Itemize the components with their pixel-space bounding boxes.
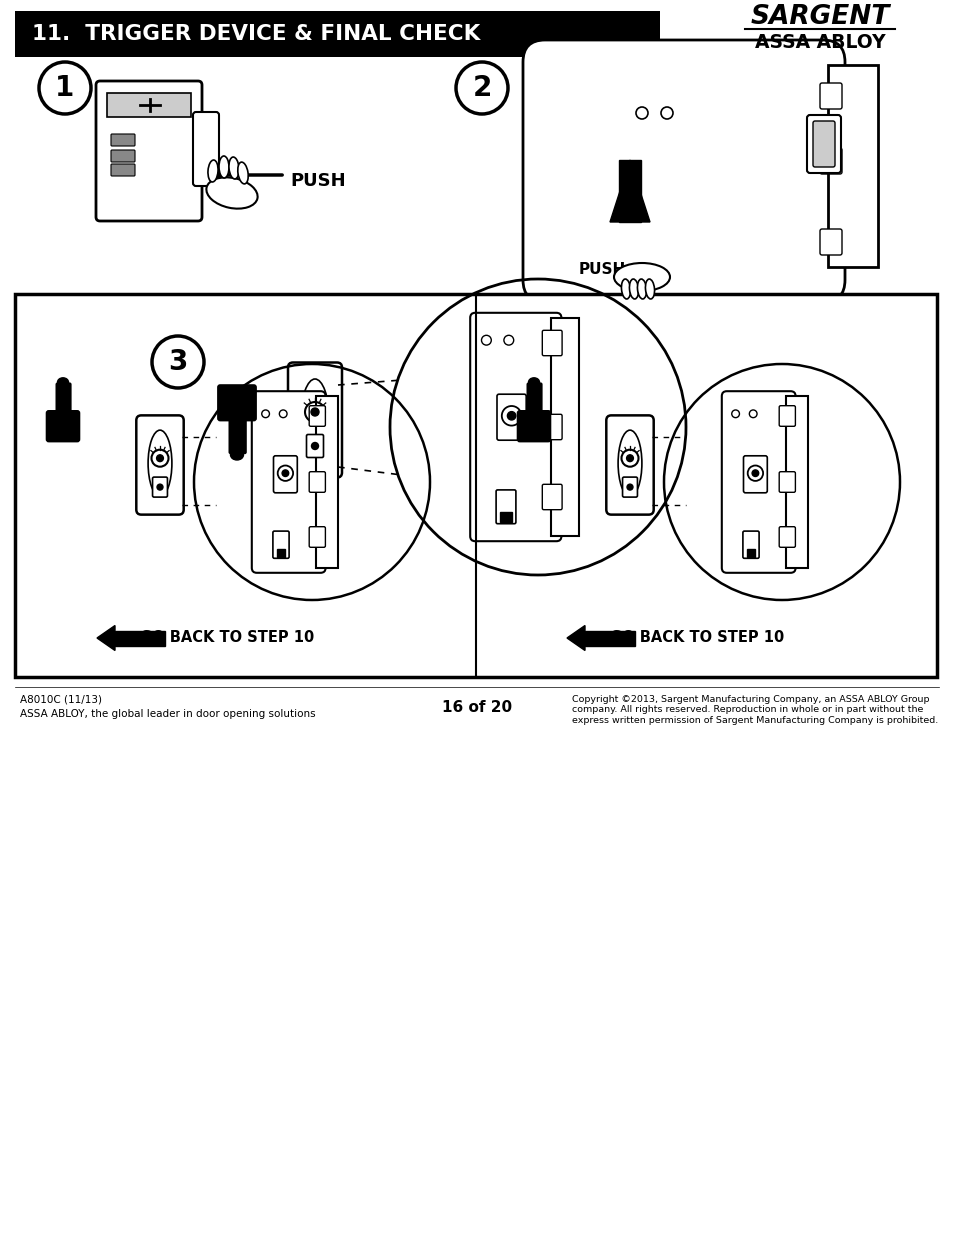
FancyBboxPatch shape	[315, 396, 338, 568]
FancyBboxPatch shape	[96, 82, 202, 221]
Polygon shape	[97, 625, 115, 651]
FancyBboxPatch shape	[111, 135, 135, 146]
FancyBboxPatch shape	[15, 294, 936, 677]
FancyBboxPatch shape	[517, 410, 551, 442]
FancyBboxPatch shape	[820, 83, 841, 109]
FancyBboxPatch shape	[309, 406, 325, 426]
Text: Copyright ©2013, Sargent Manufacturing Company, an ASSA ABLOY Group
company. All: Copyright ©2013, Sargent Manufacturing C…	[571, 695, 937, 725]
FancyBboxPatch shape	[622, 477, 637, 498]
Bar	[500, 513, 511, 522]
FancyBboxPatch shape	[470, 312, 560, 541]
FancyBboxPatch shape	[309, 526, 325, 547]
FancyBboxPatch shape	[522, 40, 844, 303]
Circle shape	[507, 411, 516, 420]
FancyBboxPatch shape	[812, 121, 834, 167]
FancyBboxPatch shape	[541, 330, 561, 356]
Ellipse shape	[637, 279, 646, 299]
Ellipse shape	[614, 263, 669, 291]
FancyBboxPatch shape	[152, 477, 168, 498]
FancyBboxPatch shape	[273, 531, 289, 558]
Polygon shape	[609, 161, 649, 222]
FancyBboxPatch shape	[55, 383, 71, 415]
Circle shape	[626, 454, 633, 462]
FancyBboxPatch shape	[742, 456, 766, 493]
FancyBboxPatch shape	[806, 115, 841, 173]
FancyBboxPatch shape	[541, 414, 561, 440]
Text: PUSH: PUSH	[290, 172, 345, 190]
FancyBboxPatch shape	[15, 11, 659, 57]
Ellipse shape	[645, 279, 654, 299]
Ellipse shape	[629, 279, 638, 299]
FancyBboxPatch shape	[827, 65, 877, 267]
FancyBboxPatch shape	[306, 435, 323, 457]
Circle shape	[751, 469, 758, 477]
Ellipse shape	[528, 378, 539, 387]
Text: 11.  TRIGGER DEVICE & FINAL CHECK: 11. TRIGGER DEVICE & FINAL CHECK	[32, 23, 479, 44]
FancyBboxPatch shape	[541, 484, 561, 510]
Ellipse shape	[301, 379, 329, 457]
Polygon shape	[566, 625, 584, 651]
FancyBboxPatch shape	[742, 531, 759, 558]
Ellipse shape	[229, 157, 239, 179]
FancyBboxPatch shape	[606, 415, 653, 515]
Text: 1: 1	[55, 74, 74, 103]
FancyBboxPatch shape	[526, 383, 542, 415]
FancyBboxPatch shape	[115, 631, 165, 646]
Text: 3: 3	[168, 348, 188, 375]
FancyBboxPatch shape	[779, 406, 795, 426]
FancyBboxPatch shape	[288, 363, 341, 478]
Text: ASSA ABLOY, the global leader in door opening solutions: ASSA ABLOY, the global leader in door op…	[20, 709, 315, 719]
FancyBboxPatch shape	[111, 164, 135, 177]
FancyBboxPatch shape	[779, 472, 795, 493]
Ellipse shape	[237, 162, 248, 184]
Ellipse shape	[620, 279, 630, 299]
Ellipse shape	[231, 450, 243, 459]
Text: SARGENT: SARGENT	[749, 4, 889, 30]
FancyBboxPatch shape	[497, 394, 526, 440]
Text: GO BACK TO STEP 10: GO BACK TO STEP 10	[609, 631, 783, 646]
FancyBboxPatch shape	[111, 149, 135, 162]
Circle shape	[626, 484, 632, 490]
FancyBboxPatch shape	[785, 396, 807, 568]
FancyBboxPatch shape	[229, 414, 247, 454]
FancyBboxPatch shape	[618, 161, 640, 222]
Text: A8010C (11/13): A8010C (11/13)	[20, 694, 102, 704]
FancyBboxPatch shape	[309, 472, 325, 493]
Bar	[746, 550, 755, 557]
Text: 16 of 20: 16 of 20	[441, 700, 512, 715]
FancyBboxPatch shape	[252, 391, 325, 573]
Ellipse shape	[57, 378, 69, 387]
Text: 2: 2	[472, 74, 491, 103]
FancyBboxPatch shape	[136, 415, 184, 515]
FancyBboxPatch shape	[217, 384, 256, 421]
FancyBboxPatch shape	[820, 148, 841, 174]
FancyBboxPatch shape	[721, 391, 795, 573]
FancyBboxPatch shape	[274, 456, 297, 493]
FancyBboxPatch shape	[107, 93, 191, 117]
FancyBboxPatch shape	[46, 410, 80, 442]
FancyBboxPatch shape	[550, 317, 578, 536]
Ellipse shape	[148, 430, 172, 496]
Ellipse shape	[219, 156, 229, 178]
FancyBboxPatch shape	[820, 228, 841, 254]
Circle shape	[311, 408, 318, 416]
Circle shape	[156, 454, 163, 462]
FancyBboxPatch shape	[779, 526, 795, 547]
FancyBboxPatch shape	[193, 112, 219, 186]
Circle shape	[157, 484, 163, 490]
Circle shape	[282, 469, 289, 477]
Ellipse shape	[208, 161, 218, 182]
Bar	[276, 550, 285, 557]
FancyBboxPatch shape	[496, 490, 516, 524]
Text: ASSA ABLOY: ASSA ABLOY	[754, 33, 884, 53]
Ellipse shape	[206, 178, 257, 209]
Text: GO BACK TO STEP 10: GO BACK TO STEP 10	[140, 631, 314, 646]
Text: PUSH: PUSH	[578, 262, 625, 277]
Ellipse shape	[618, 430, 641, 496]
Circle shape	[312, 442, 318, 450]
FancyBboxPatch shape	[584, 631, 635, 646]
